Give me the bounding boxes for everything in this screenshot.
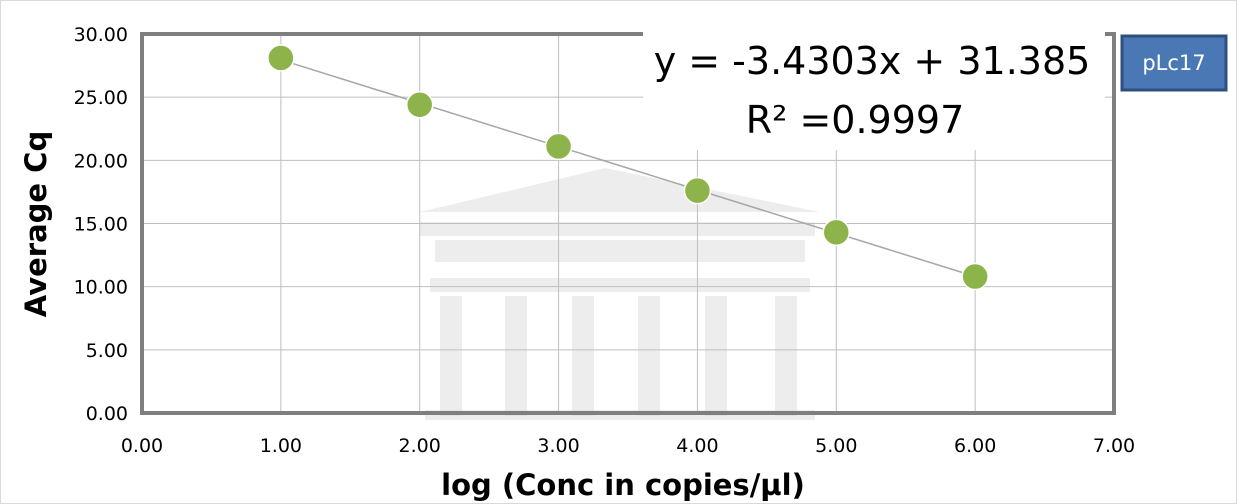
x-tick-labels: 0.00 1.00 2.00 3.00 4.00 5.00 6.00 7.00 [121,435,1135,457]
data-point [544,132,573,161]
x-tick-label: 6.00 [954,435,996,457]
series-badge-label: pLc17 [1142,51,1205,75]
x-tick-label: 4.00 [676,435,718,457]
data-point [405,90,434,119]
y-tick-label: 10.00 [74,277,128,299]
data-point [683,176,712,205]
x-tick-label: 3.00 [537,435,579,457]
y-tick-label: 0.00 [86,403,128,425]
y-tick-label: 15.00 [74,214,128,236]
data-point [267,44,295,72]
y-axis-title: Average Cq [19,131,53,317]
x-tick-label: 7.00 [1093,435,1135,457]
trendline-equation: y = -3.4303x + 31.385 [654,39,1091,83]
series-badge [1120,34,1228,92]
y-tick-label: 30.00 [74,24,128,46]
x-tick-label: 1.00 [260,435,302,457]
university-watermark-logo [420,168,820,420]
trendline-layer [280,59,976,278]
data-point [961,262,989,291]
x-axis-title: log (Conc in copies/µl) [441,468,805,502]
plot-area-border [140,32,1116,415]
x-tick-label: 0.00 [121,435,163,457]
data-point [822,218,851,247]
x-tick-label: 5.00 [815,435,857,457]
y-tick-label: 25.00 [74,87,128,109]
linear-trendline [280,59,976,278]
y-tick-labels: 0.00 5.00 10.00 15.00 20.00 25.00 30.00 [74,24,128,425]
data-points-layer [267,44,989,291]
y-tick-label: 5.00 [86,340,128,362]
equation-box [643,32,1105,150]
y-tick-label: 20.00 [74,150,128,172]
r-squared-label: R² =0.9997 [746,98,965,142]
x-tick-label: 2.00 [399,435,441,457]
